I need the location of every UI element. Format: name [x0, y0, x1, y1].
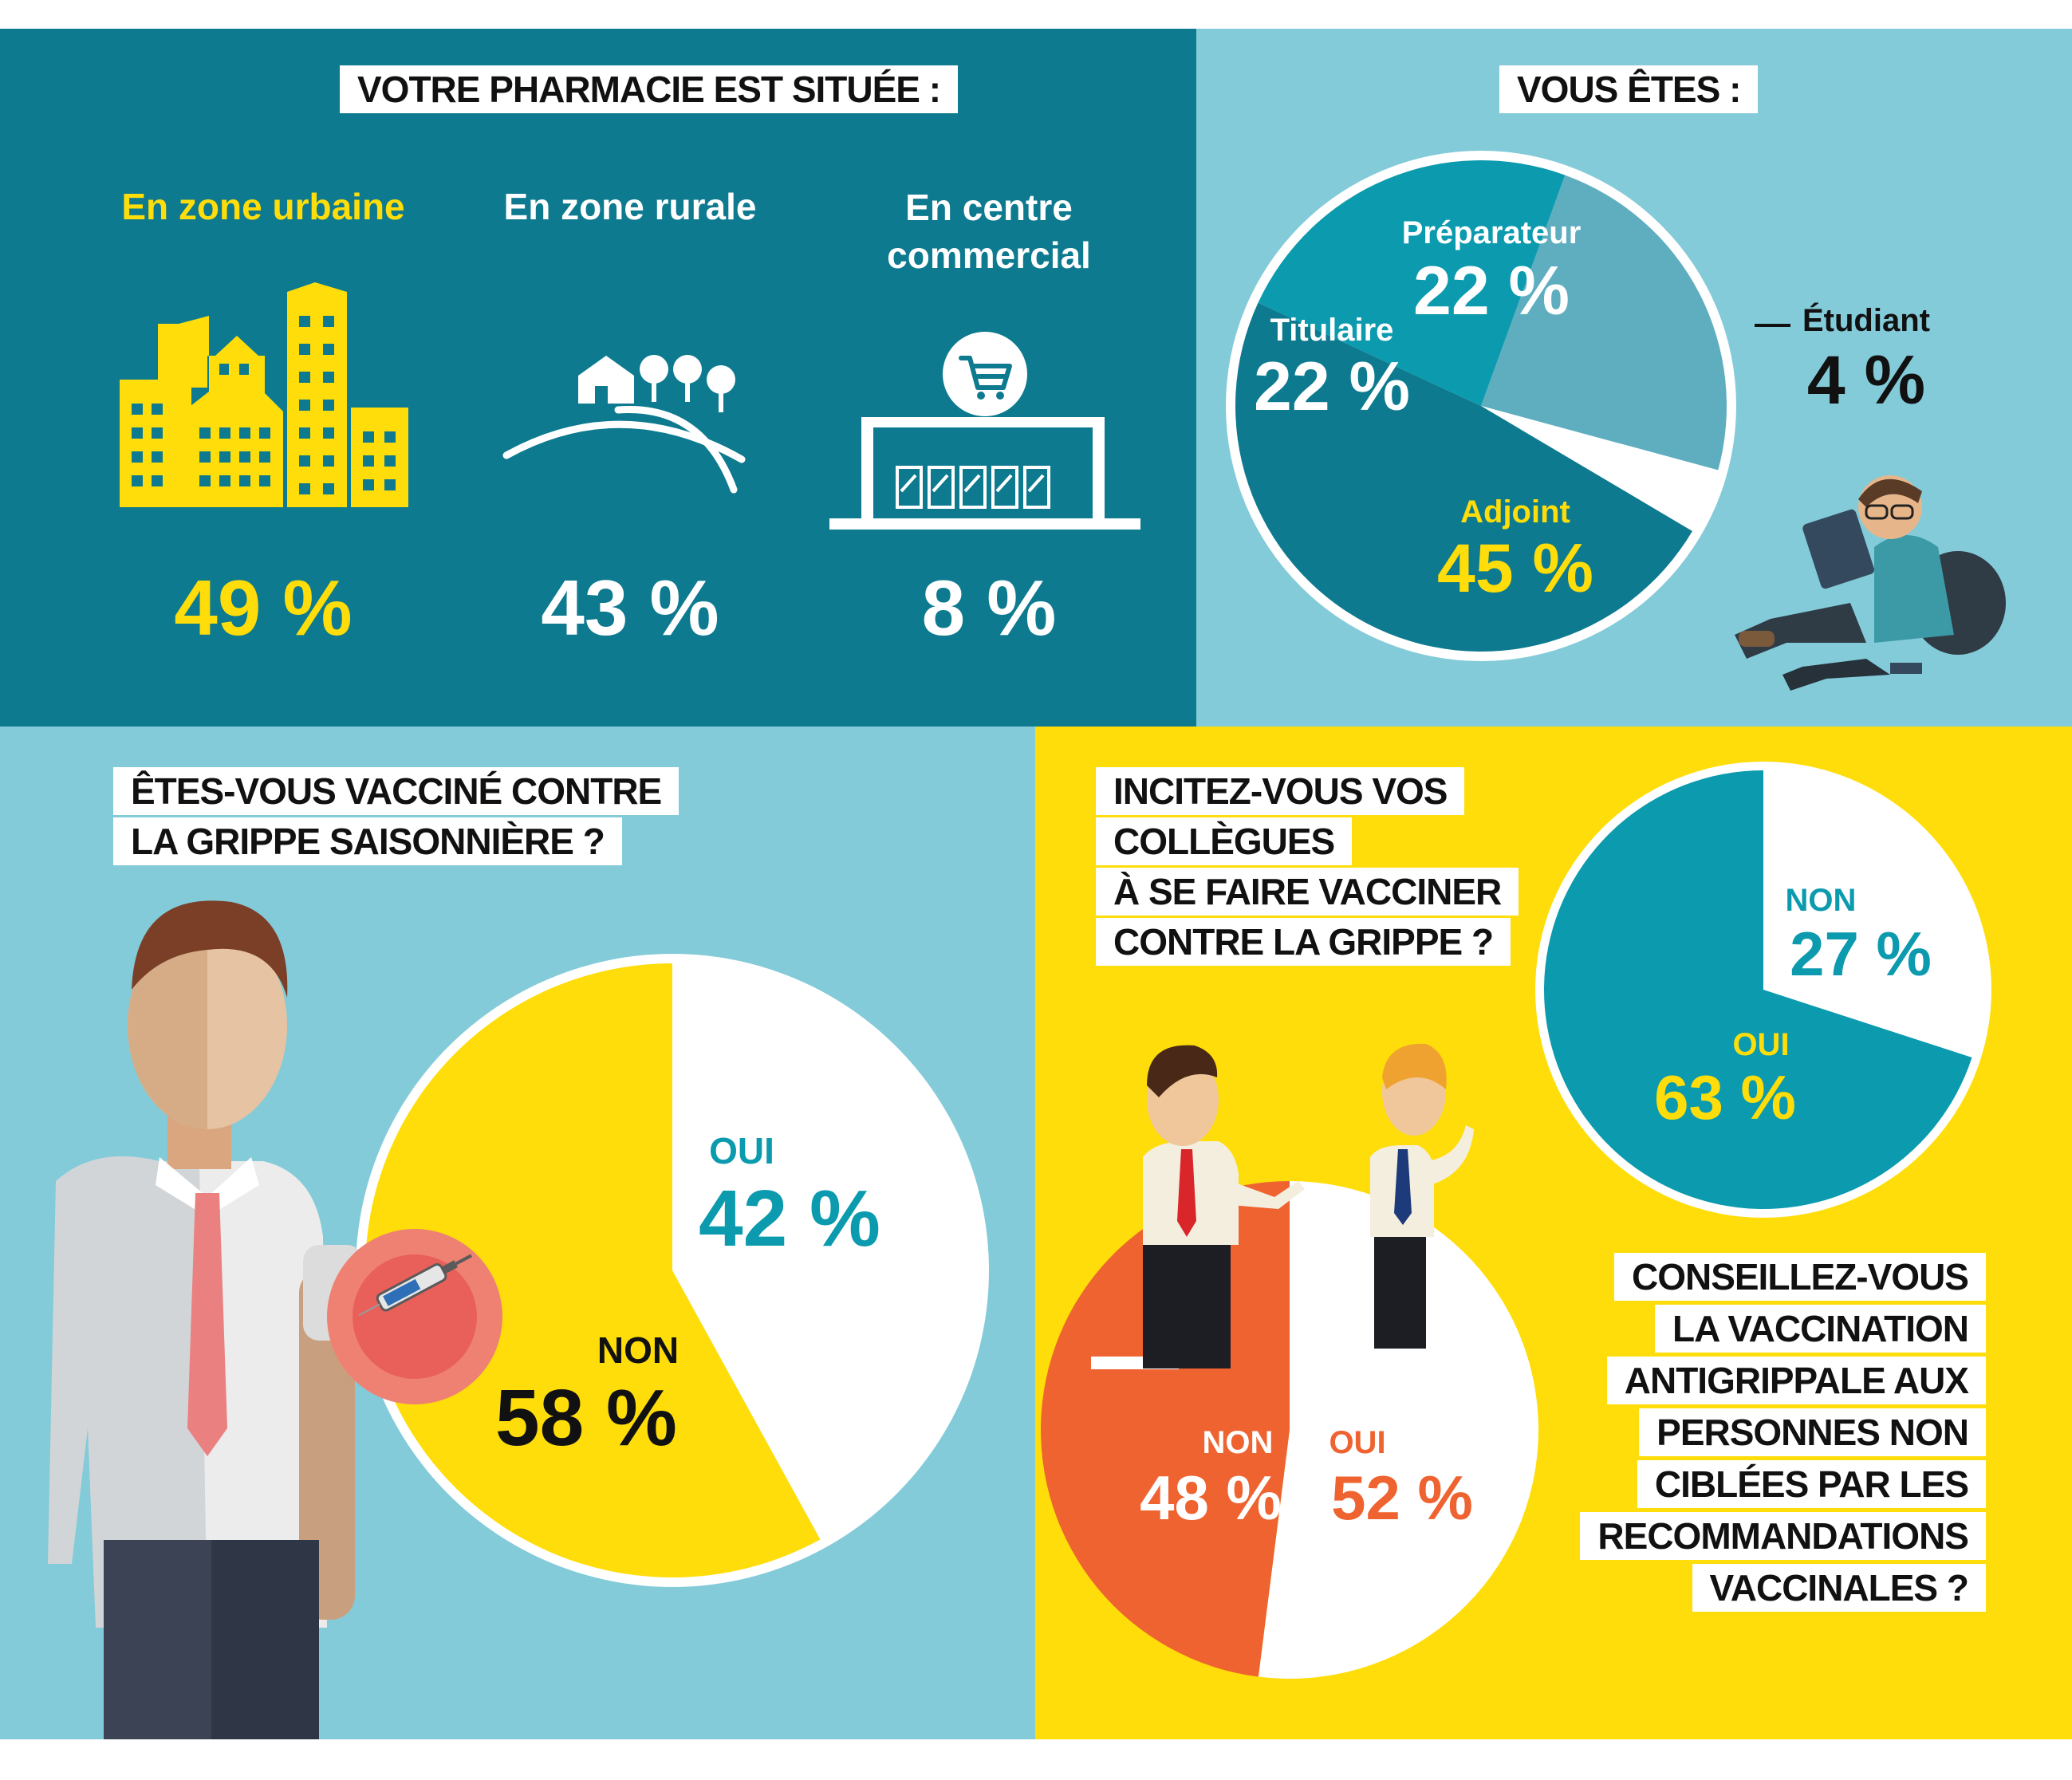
urban-value: 49 %	[174, 564, 353, 652]
vaccinated-pie-chart	[48, 900, 989, 1739]
slice-vacc-oui	[672, 963, 979, 1540]
prep-label: Préparateur	[1401, 215, 1582, 250]
coll-non-value: 48 %	[1140, 1463, 1282, 1533]
colleagues-title-line4: CONTRE LA GRIPPE ?	[1096, 918, 1511, 966]
slice-advice-non	[1763, 770, 1983, 1057]
location-panel: VOTRE PHARMACIE EST SITUÉE : En zone urb…	[0, 29, 1196, 727]
rural-value: 43 %	[541, 564, 719, 652]
advice-oui-value: 63 %	[1654, 1062, 1796, 1132]
slice-titulaire	[1258, 160, 1566, 407]
advice-title-line2: LA VACCINATION	[1654, 1305, 1986, 1353]
vaccinated-title-line2: LA GRIPPE SAISONNIÈRE ?	[113, 817, 622, 865]
location-title: VOTRE PHARMACIE EST SITUÉE :	[340, 65, 959, 113]
titulaire-value: 22 %	[1253, 349, 1411, 425]
adjoint-label: Adjoint	[1460, 494, 1570, 530]
commercial-label-line1: En centre	[905, 187, 1073, 228]
coll-non-label: NON	[1202, 1425, 1274, 1460]
slice-preparateur	[1481, 175, 1727, 471]
slice-advice-oui	[1544, 770, 1972, 1209]
slice-adjoint	[1235, 302, 1692, 652]
advice-title-line5: CIBLÉES PAR LES	[1637, 1460, 1986, 1508]
role-pie-chart	[1226, 151, 2006, 691]
advice-title-line6: RECOMMANDATIONS	[1580, 1512, 1986, 1560]
advice-title: CONSEILLEZ-VOUS LA VACCINATION ANTIGRIPP…	[1580, 1253, 1986, 1616]
countryside-house-icon	[502, 355, 746, 494]
urban-label: En zone urbaine	[121, 186, 405, 227]
two-colleagues-talking-icon	[1091, 1043, 1474, 1369]
advice-title-line3: ANTIGRIPPALE AUX	[1606, 1357, 1986, 1404]
advice-title-line4: PERSONNES NON	[1639, 1408, 1986, 1456]
rural-label: En zone rurale	[503, 186, 757, 227]
vacc-oui-value: 42 %	[699, 1174, 880, 1263]
coll-oui-label: OUI	[1329, 1425, 1386, 1460]
city-buildings-icon	[120, 282, 408, 507]
advice-non-label: NON	[1785, 883, 1857, 918]
advice-oui-label: OUI	[1732, 1027, 1790, 1062]
slice-vacc-non	[364, 963, 821, 1577]
advice-title-line1: CONSEILLEZ-VOUS	[1613, 1253, 1986, 1301]
role-title: VOUS ÊTES :	[1499, 65, 1759, 113]
vacc-oui-label: OUI	[709, 1130, 774, 1172]
adjoint-value: 45 %	[1436, 530, 1594, 607]
advice-non-value: 27 %	[1790, 919, 1932, 989]
prep-value: 22 %	[1412, 253, 1570, 329]
student-value: 4 %	[1806, 342, 1926, 419]
student-reading-icon	[1735, 475, 2006, 691]
vaccinated-panel: ÊTES-VOUS VACCINÉ CONTRE LA GRIPPE SAISO…	[0, 727, 1035, 1739]
advice-title-line7: VACCINALES ?	[1692, 1564, 1986, 1612]
coll-oui-value: 52 %	[1331, 1463, 1473, 1533]
colleagues-panel: INCITEZ-VOUS VOS COLLÈGUES À SE FAIRE VA…	[1035, 727, 2072, 1739]
commercial-label: En centre commercial	[806, 183, 1172, 279]
commercial-value: 8 %	[921, 564, 1057, 652]
colleagues-title-line1: INCITEZ-VOUS VOS	[1096, 767, 1465, 815]
titulaire-label: Titulaire	[1270, 313, 1394, 348]
student-label: Étudiant	[1802, 303, 1930, 338]
vaccinated-title-line1: ÊTES-VOUS VACCINÉ CONTRE	[113, 767, 680, 815]
commercial-label-line2: commercial	[887, 234, 1091, 276]
colleagues-title-line3: À SE FAIRE VACCINER	[1096, 868, 1519, 916]
colleagues-charts	[1040, 762, 1991, 1679]
role-panel: VOUS ÊTES : Préparateur 22 % Étudiant 4 …	[1196, 29, 2072, 727]
vacc-non-value: 58 %	[495, 1373, 677, 1463]
vacc-non-label: NON	[597, 1329, 680, 1371]
colleagues-title-line2: COLLÈGUES	[1096, 817, 1353, 865]
slice-coll-oui	[1258, 1181, 1538, 1679]
slice-etudiant	[1481, 406, 1719, 531]
shopping-center-cart-icon	[829, 332, 1140, 530]
man-vaccine-injection-icon	[48, 900, 502, 1739]
